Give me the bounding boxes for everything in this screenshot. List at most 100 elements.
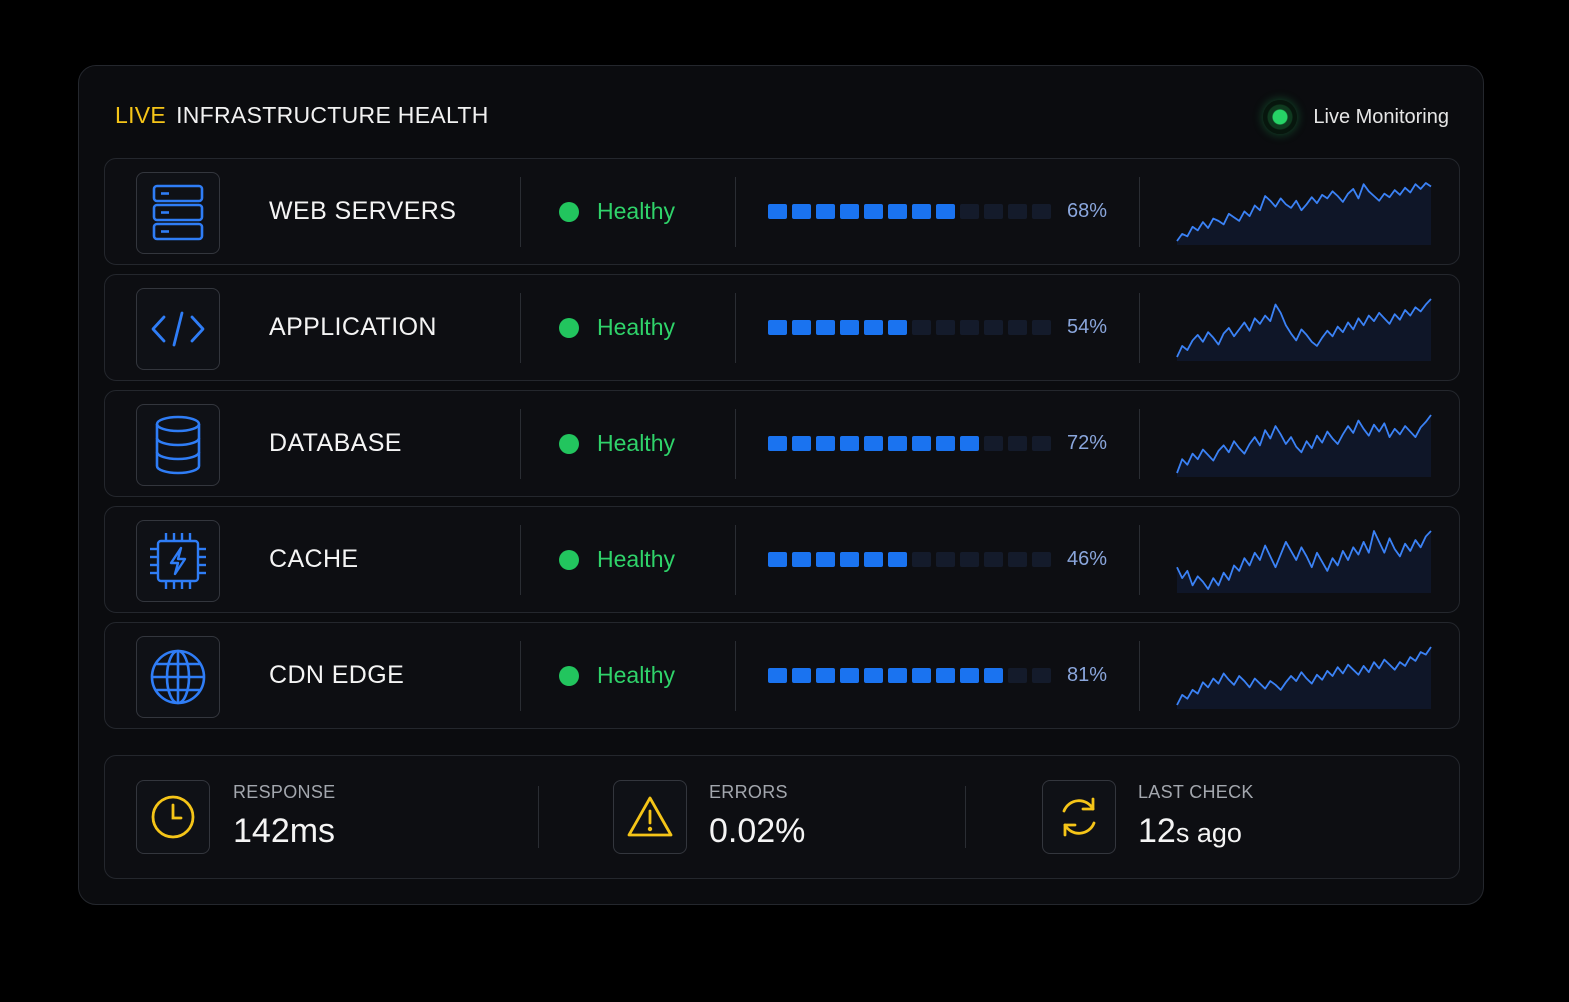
divider: [735, 293, 736, 363]
load-bar-segment: [864, 204, 883, 219]
status-badge: Healthy: [559, 391, 675, 496]
warning-triangle-icon: [613, 780, 687, 854]
server-stack-icon: [136, 172, 220, 254]
load-bar-segment: [912, 320, 931, 335]
load-percent: 81%: [1067, 664, 1108, 686]
load-bar-segment: [984, 436, 1003, 451]
last-check-number: 12: [1138, 812, 1176, 850]
load-percent: 72%: [1067, 432, 1108, 454]
divider: [735, 409, 736, 479]
sparkline-series: [1176, 646, 1432, 706]
divider: [520, 641, 521, 711]
sparkline-series: [1176, 298, 1432, 358]
load-bar-segment: [816, 320, 835, 335]
load-bar-segment: [864, 320, 883, 335]
live-label: LIVE: [115, 102, 167, 128]
load-bar-segment: [936, 436, 955, 451]
load-bar-segment: [960, 436, 979, 451]
load-bar-segment: [768, 552, 787, 567]
load-bar-segment: [792, 668, 811, 683]
load-bar-segment: [984, 204, 1003, 219]
database-icon: [136, 404, 220, 486]
load-bar-segment: [1008, 552, 1027, 567]
status-badge: Healthy: [559, 507, 675, 612]
load-bar-segment: [888, 320, 907, 335]
load-bar-segment: [1032, 320, 1051, 335]
status-dot-icon: [559, 549, 579, 570]
status-dot-icon: [559, 433, 579, 454]
load-bar-segment: [984, 552, 1003, 567]
service-name: CACHE: [269, 545, 359, 573]
status-badge: Healthy: [559, 623, 675, 728]
errors-label: ERRORS: [709, 782, 788, 802]
load-bar-segment: [912, 552, 931, 567]
service-list: WEB SERVERS Healthy 68% APPLICATION: [104, 158, 1460, 738]
service-name: WEB SERVERS: [269, 197, 457, 225]
sparkline-series: [1176, 530, 1432, 590]
live-monitoring-badge[interactable]: Live Monitoring: [1263, 100, 1449, 134]
service-name: APPLICATION: [269, 313, 437, 341]
load-bar-segment: [840, 668, 859, 683]
load-bar-segment: [936, 668, 955, 683]
load-bar-segment: [816, 436, 835, 451]
load-bar-segment: [912, 204, 931, 219]
service-row-database[interactable]: DATABASE Healthy 72%: [104, 390, 1460, 497]
load-bar: [768, 436, 1051, 451]
divider: [965, 786, 966, 848]
errors-value: 0.02%: [709, 812, 806, 850]
load-bar-segment: [936, 320, 955, 335]
service-row-cdn-edge[interactable]: CDN EDGE Healthy 81%: [104, 622, 1460, 729]
divider: [520, 525, 521, 595]
divider: [1139, 409, 1140, 479]
load-bar: [768, 204, 1051, 219]
load-bar-segment: [984, 320, 1003, 335]
status-text: Healthy: [597, 430, 675, 456]
load-bar: [768, 552, 1051, 567]
refresh-icon[interactable]: [1042, 780, 1116, 854]
load-bar-segment: [864, 436, 883, 451]
load-bar-segment: [984, 668, 1003, 683]
load-bar-segment: [864, 668, 883, 683]
load-bar-segment: [912, 436, 931, 451]
sparkline-chart: [1176, 646, 1432, 709]
load-bar-segment: [768, 204, 787, 219]
status-text: Healthy: [597, 546, 675, 572]
load-bar-segment: [1008, 668, 1027, 683]
load-bar-segment: [936, 552, 955, 567]
page-title: LIVE INFRASTRUCTURE HEALTH: [115, 102, 489, 129]
load-bar-segment: [912, 668, 931, 683]
status-badge: Healthy: [559, 159, 675, 264]
sparkline-chart: [1176, 414, 1432, 477]
divider: [1139, 525, 1140, 595]
load-bar-segment: [1032, 668, 1051, 683]
load-bar-segment: [840, 552, 859, 567]
status-badge: Healthy: [559, 275, 675, 380]
service-row-application[interactable]: APPLICATION Healthy 54%: [104, 274, 1460, 381]
sparkline-chart: [1176, 530, 1432, 593]
service-row-web-servers[interactable]: WEB SERVERS Healthy 68%: [104, 158, 1460, 265]
divider: [520, 177, 521, 247]
clock-icon: [136, 780, 210, 854]
divider: [520, 293, 521, 363]
load-bar-segment: [1032, 436, 1051, 451]
load-bar-segment: [840, 320, 859, 335]
load-bar-segment: [960, 668, 979, 683]
load-bar-segment: [960, 204, 979, 219]
code-brackets-icon: [136, 288, 220, 370]
load-bar-segment: [816, 668, 835, 683]
load-bar-segment: [840, 436, 859, 451]
last-check-label: LAST CHECK: [1138, 782, 1254, 802]
load-bar-segment: [1008, 436, 1027, 451]
load-bar-segment: [792, 552, 811, 567]
status-dot-icon: [559, 665, 579, 686]
sparkline-chart: [1176, 182, 1432, 245]
load-bar-segment: [816, 204, 835, 219]
service-row-cache[interactable]: CACHE Healthy 46%: [104, 506, 1460, 613]
last-check-value: 12s ago: [1138, 812, 1242, 851]
live-indicator-icon: [1263, 100, 1298, 134]
infrastructure-panel: LIVE INFRASTRUCTURE HEALTH Live Monitorin…: [78, 65, 1484, 905]
load-bar-segment: [1008, 204, 1027, 219]
load-bar-segment: [816, 552, 835, 567]
load-bar-segment: [888, 436, 907, 451]
sparkline-series: [1176, 182, 1432, 242]
